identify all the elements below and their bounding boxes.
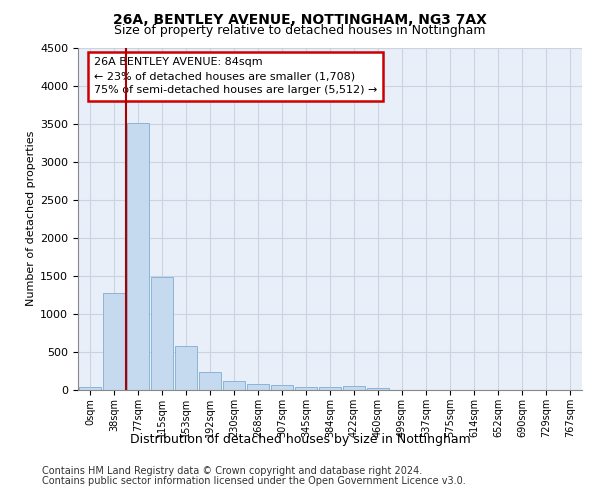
Bar [127, 123, 149, 390]
Bar [271, 386, 293, 390]
Bar [367, 388, 389, 390]
Bar [103, 292, 125, 390]
Y-axis label: Number of detached properties: Number of detached properties [26, 131, 36, 306]
Bar [247, 384, 269, 390]
Bar [79, 387, 101, 390]
Bar [319, 388, 341, 390]
Bar [151, 278, 173, 390]
Text: 26A BENTLEY AVENUE: 84sqm
← 23% of detached houses are smaller (1,708)
75% of se: 26A BENTLEY AVENUE: 84sqm ← 23% of detac… [94, 58, 377, 96]
Text: 26A, BENTLEY AVENUE, NOTTINGHAM, NG3 7AX: 26A, BENTLEY AVENUE, NOTTINGHAM, NG3 7AX [113, 12, 487, 26]
Text: Contains HM Land Registry data © Crown copyright and database right 2024.: Contains HM Land Registry data © Crown c… [42, 466, 422, 476]
Bar [199, 372, 221, 390]
Bar [295, 386, 317, 390]
Text: Size of property relative to detached houses in Nottingham: Size of property relative to detached ho… [114, 24, 486, 37]
Bar [343, 386, 365, 390]
Text: Contains public sector information licensed under the Open Government Licence v3: Contains public sector information licen… [42, 476, 466, 486]
Bar [223, 381, 245, 390]
Bar [175, 346, 197, 390]
Text: Distribution of detached houses by size in Nottingham: Distribution of detached houses by size … [130, 432, 470, 446]
